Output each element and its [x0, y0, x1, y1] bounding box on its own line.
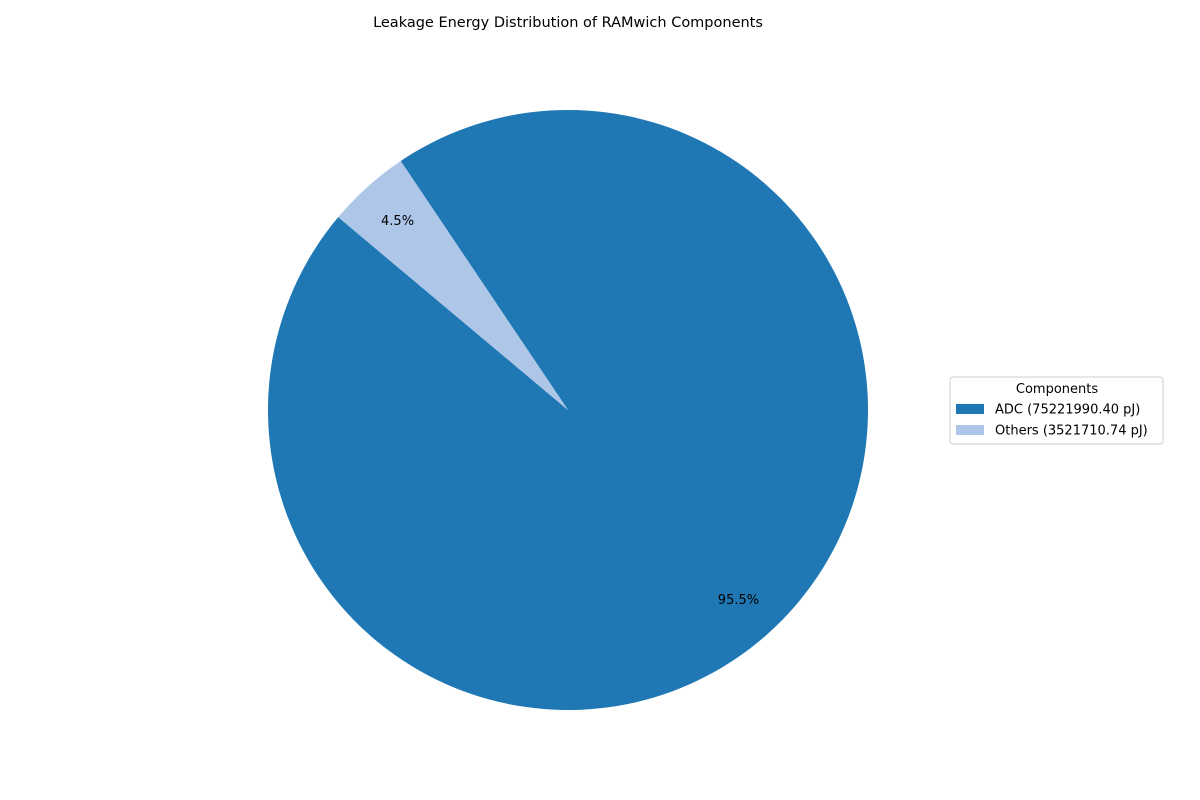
- legend-swatch-0: [956, 404, 984, 414]
- percent-label-1: 4.5%: [381, 214, 414, 229]
- legend-title: Components: [1016, 382, 1098, 397]
- pie-slice-1: [338, 160, 568, 410]
- legend-label-1: Others (3521710.74 pJ): [995, 424, 1148, 439]
- percent-labels: 95.5% 4.5%: [381, 214, 759, 608]
- legend-swatch-1: [956, 425, 984, 435]
- legend-label-0: ADC (75221990.40 pJ): [995, 403, 1140, 418]
- percent-label-0: 95.5%: [718, 593, 759, 608]
- pie-slice-0: [267, 110, 868, 711]
- legend-items: ADC (75221990.40 pJ) Others (3521710.74 p…: [956, 403, 1148, 439]
- chart-title: Leakage Energy Distribution of RAMwich C…: [373, 15, 763, 31]
- legend: Components ADC (75221990.40 pJ) Others (3…: [949, 376, 1164, 445]
- pie-slices: [267, 110, 868, 711]
- legend-frame: [949, 376, 1164, 445]
